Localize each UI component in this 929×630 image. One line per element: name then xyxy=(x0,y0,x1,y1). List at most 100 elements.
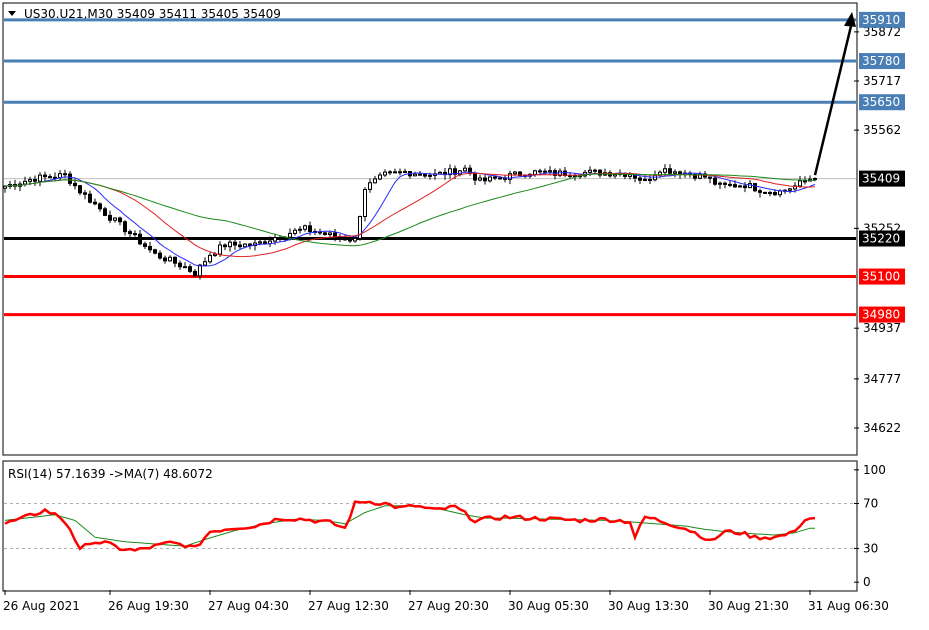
candle-body xyxy=(183,266,187,269)
x-tick-label: 27 Aug 04:30 xyxy=(208,599,289,613)
candle-body xyxy=(348,239,352,242)
candle-body xyxy=(238,244,242,248)
candle-body xyxy=(173,256,177,264)
x-tick-label: 30 Aug 21:30 xyxy=(708,599,789,613)
candle-body xyxy=(343,237,347,241)
candle-body xyxy=(708,176,712,179)
candle-body xyxy=(353,237,357,242)
candle-body xyxy=(723,182,727,185)
candle-body xyxy=(628,174,632,177)
candle-body xyxy=(403,171,407,174)
candle-body xyxy=(223,244,227,248)
level-tag-text: 35780 xyxy=(862,54,900,68)
candle-body xyxy=(258,241,262,244)
candle-body xyxy=(328,232,332,235)
candle-body xyxy=(493,176,497,179)
candle-body xyxy=(163,257,167,262)
x-tick-label: 31 Aug 06:30 xyxy=(808,599,889,613)
candle-body xyxy=(788,188,792,191)
candle-body xyxy=(718,182,722,185)
candle-body xyxy=(743,185,747,189)
candle-body xyxy=(763,191,767,194)
level-tag-35100 xyxy=(859,268,905,285)
candle-body xyxy=(148,245,152,251)
candle-body xyxy=(298,228,302,231)
candle-body xyxy=(203,261,207,266)
symbol-info-text: US30.U21,M30 35409 35411 35405 35409 xyxy=(24,7,281,21)
candle-body xyxy=(448,168,452,176)
candle-body xyxy=(233,241,237,246)
candle-body xyxy=(108,214,112,221)
x-tick-label: 30 Aug 13:30 xyxy=(608,599,689,613)
candle-body xyxy=(378,174,382,180)
candle-body xyxy=(308,225,312,232)
x-tick-label: 27 Aug 12:30 xyxy=(308,599,389,613)
candle-body xyxy=(128,231,132,235)
candle-body xyxy=(793,185,797,190)
candle-body xyxy=(428,174,432,177)
level-tag-35910 xyxy=(859,11,905,28)
candle-body xyxy=(303,225,307,230)
candle-body xyxy=(648,178,652,181)
candle-body xyxy=(53,176,57,179)
candle-body xyxy=(78,185,82,194)
candle-body xyxy=(768,192,772,195)
candle-body xyxy=(613,174,617,177)
candle-body xyxy=(733,184,737,188)
y-tick-label: 34937 xyxy=(863,321,901,335)
candle-body xyxy=(548,170,552,173)
candle-body xyxy=(588,169,592,173)
candle-body xyxy=(213,253,217,256)
candle-body xyxy=(118,217,122,223)
candle-body xyxy=(358,216,362,239)
candle-body xyxy=(513,171,517,175)
projection-arrow-line xyxy=(813,21,854,176)
candle-body xyxy=(413,173,417,177)
candle-body xyxy=(58,173,62,179)
candle-body xyxy=(178,262,182,268)
level-tag-text: 35220 xyxy=(862,232,900,246)
y-tick-label: 34622 xyxy=(863,421,901,435)
candle-body xyxy=(598,169,602,176)
candle-body xyxy=(333,232,337,238)
candle-body xyxy=(798,180,802,187)
candle-body xyxy=(713,177,717,185)
x-tick-label: 30 Aug 05:30 xyxy=(508,599,589,613)
candle-body xyxy=(123,221,127,233)
candle-body xyxy=(63,173,67,176)
candle-body xyxy=(453,168,457,175)
candle-body xyxy=(243,243,247,248)
candle-body xyxy=(533,170,537,175)
candle-body xyxy=(188,266,192,272)
candle-body xyxy=(778,190,782,196)
candle-body xyxy=(198,264,202,277)
candle-body xyxy=(103,208,107,216)
current-price-tag xyxy=(859,170,905,187)
candle-body xyxy=(423,174,427,177)
candle-body xyxy=(543,170,547,173)
candle-body xyxy=(673,171,677,174)
level-tag-text: 35650 xyxy=(862,95,900,109)
rsi-panel-frame xyxy=(2,460,858,592)
main-panel-frame xyxy=(2,2,858,456)
triangle-down-icon[interactable] xyxy=(8,11,16,16)
candle-body xyxy=(538,170,542,173)
level-tag-35220 xyxy=(859,230,905,247)
rsi-title: RSI(14) 57.1639 ->MA(7) 48.6072 xyxy=(8,467,213,481)
symbol-header[interactable]: US30.U21,M30 35409 35411 35405 35409 xyxy=(8,7,281,21)
current-price-tag-text: 35409 xyxy=(862,172,900,186)
candle-body xyxy=(278,237,282,240)
level-tag-text: 35100 xyxy=(862,270,900,284)
candle-body xyxy=(138,233,142,245)
candle-body xyxy=(248,243,252,247)
x-tick-label: 27 Aug 20:30 xyxy=(408,599,489,613)
x-tick-label: 26 Aug 2021 xyxy=(3,599,80,613)
candle-body xyxy=(473,172,477,181)
candle-body xyxy=(68,173,72,184)
candle-body xyxy=(193,270,197,277)
level-tag-34980 xyxy=(859,306,905,323)
candle-body xyxy=(498,177,502,180)
candle-body xyxy=(113,217,117,221)
candle-body xyxy=(383,171,387,176)
